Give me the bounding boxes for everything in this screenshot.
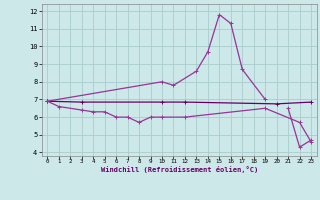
X-axis label: Windchill (Refroidissement éolien,°C): Windchill (Refroidissement éolien,°C) bbox=[100, 166, 258, 173]
